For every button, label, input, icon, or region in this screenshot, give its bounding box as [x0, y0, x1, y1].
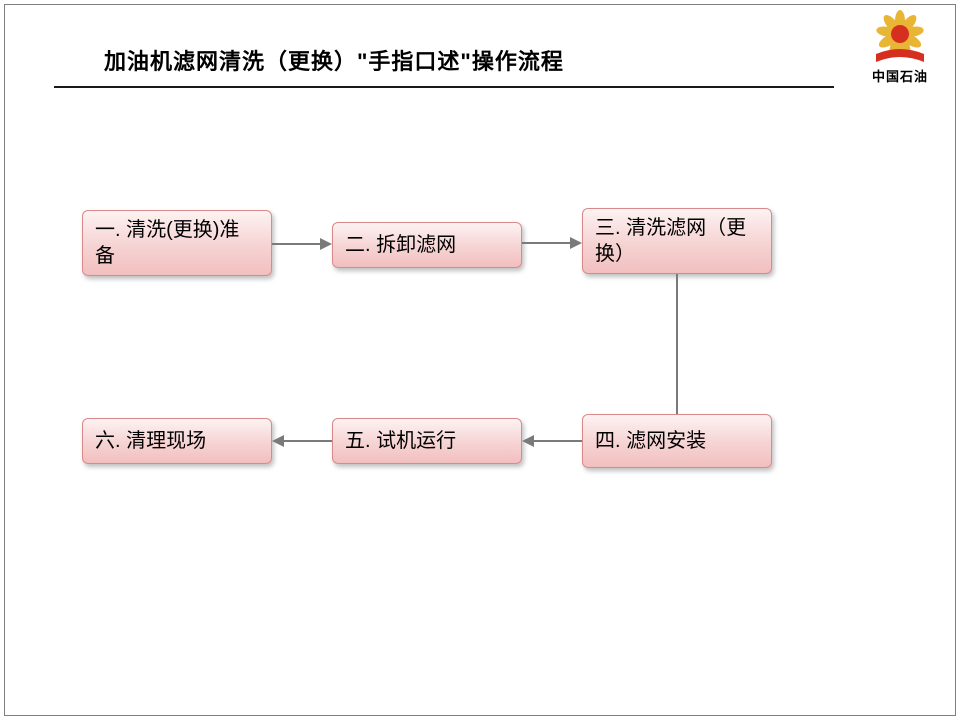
title-divider [54, 86, 834, 88]
brand-logo: 中国石油 [858, 10, 942, 85]
flow-node-n3: 三. 清洗滤网（更换） [582, 208, 772, 274]
arrowhead-icon [570, 237, 582, 249]
arrowhead-icon [320, 238, 332, 250]
flow-node-n4: 四. 滤网安装 [582, 414, 772, 468]
arrowhead-icon [272, 435, 284, 447]
sunflower-icon [870, 10, 930, 64]
brand-name: 中国石油 [858, 66, 942, 85]
flow-node-n6: 六. 清理现场 [82, 418, 272, 464]
slide-frame [4, 4, 956, 716]
flow-node-n5: 五. 试机运行 [332, 418, 522, 464]
flow-node-n1: 一. 清洗(更换)准备 [82, 210, 272, 276]
flow-node-n2: 二. 拆卸滤网 [332, 222, 522, 268]
arrowhead-icon [522, 435, 534, 447]
page-title: 加油机滤网清洗（更换）"手指口述"操作流程 [104, 44, 564, 76]
connector-line [676, 274, 678, 414]
